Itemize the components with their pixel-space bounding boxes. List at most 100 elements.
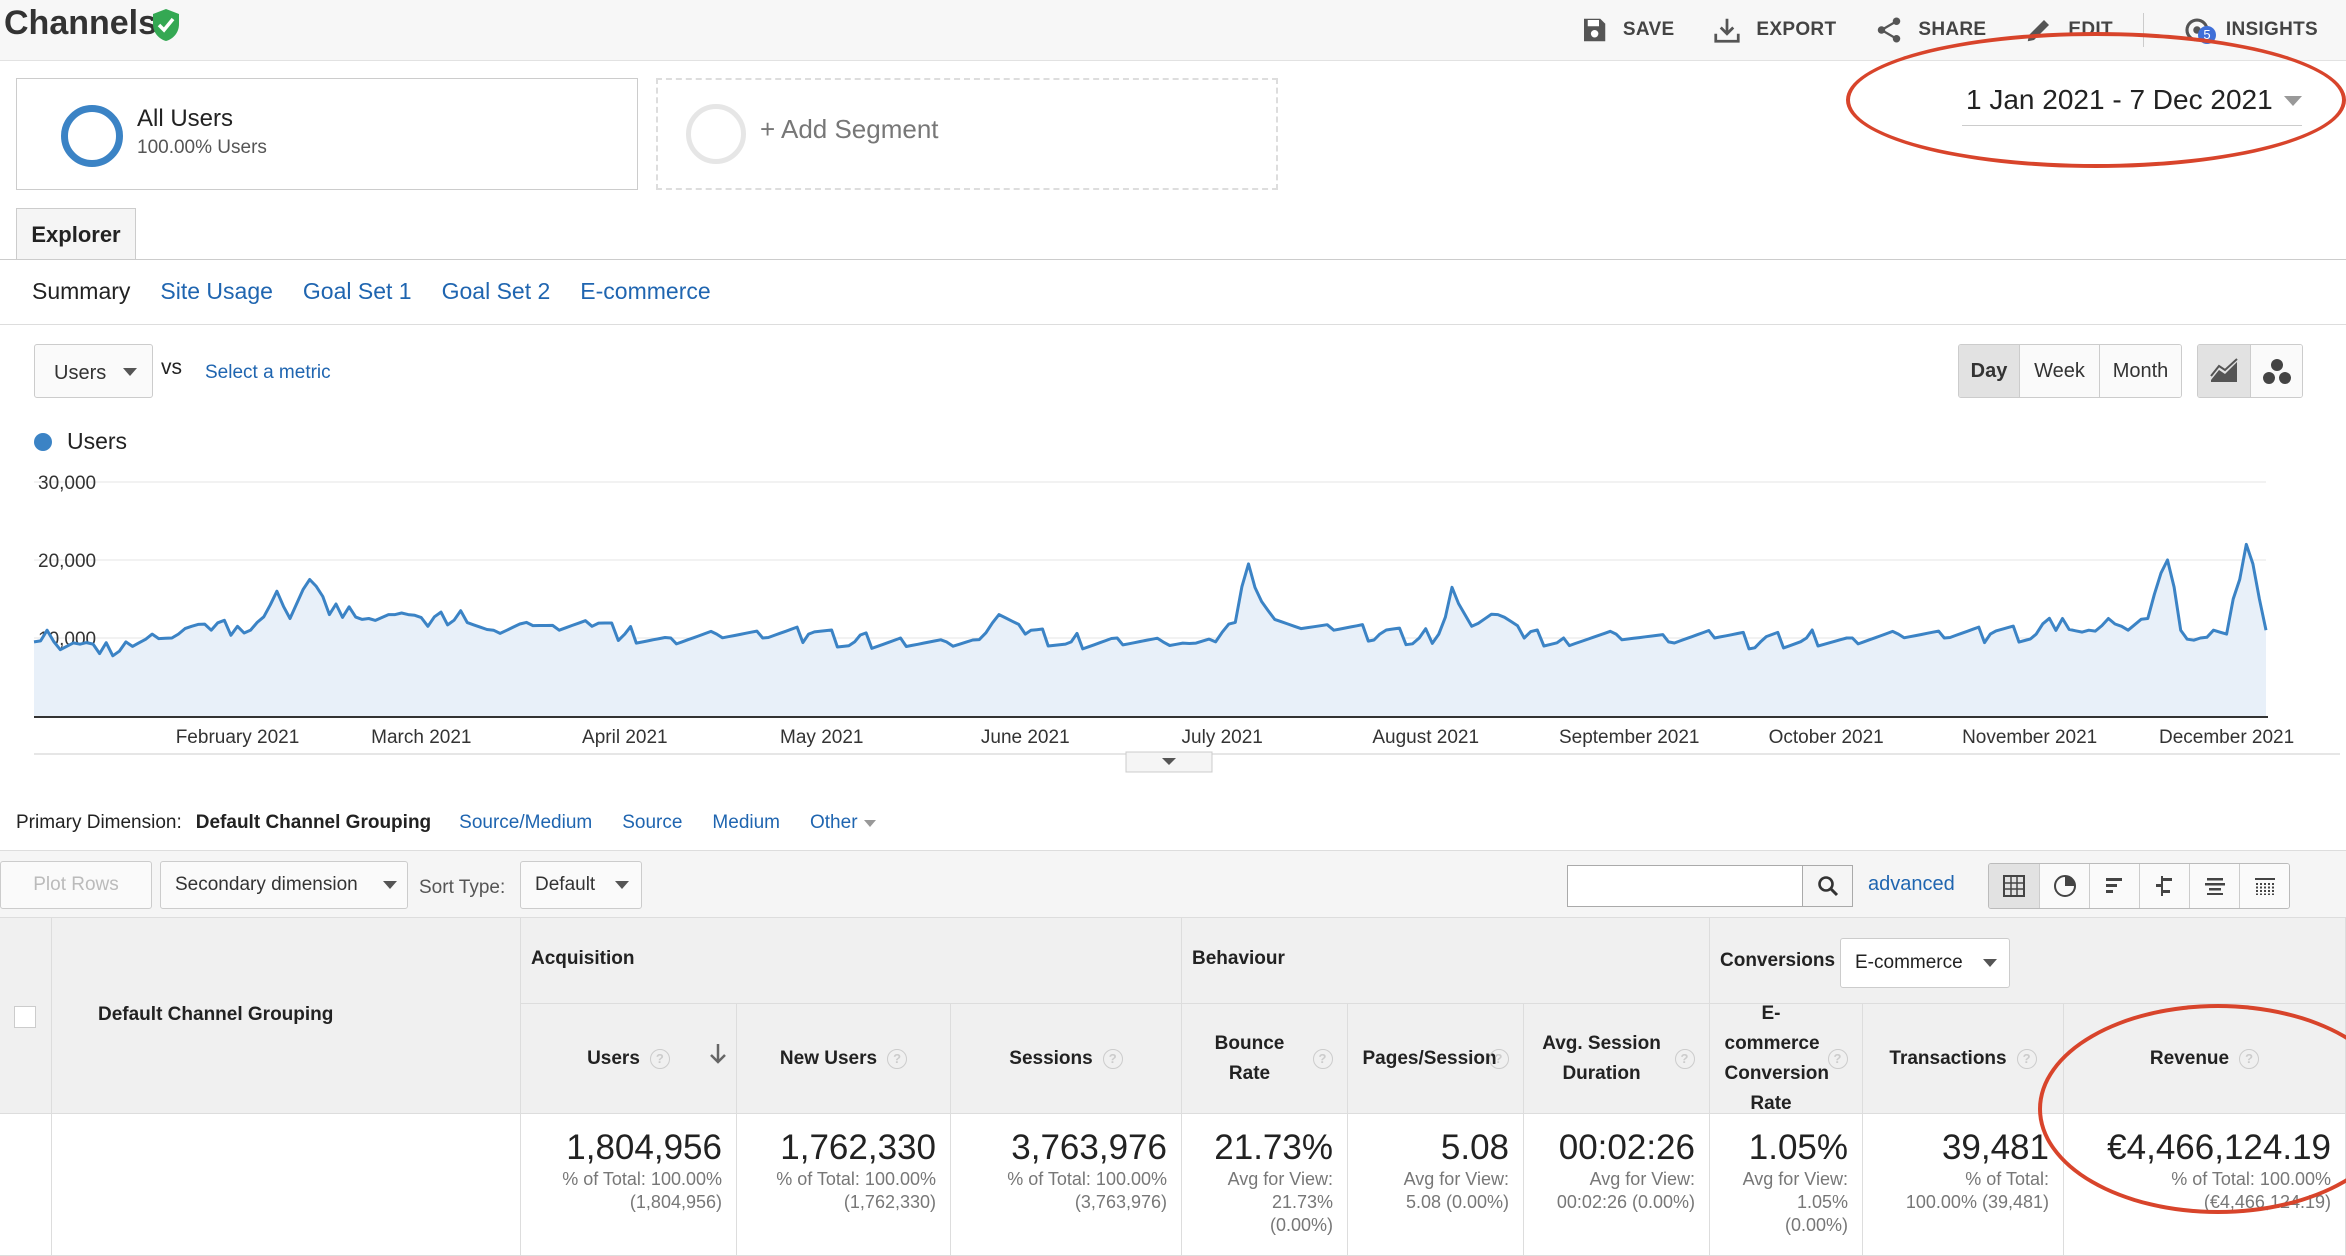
total-subtext: % of Total: 100.00%	[562, 1169, 722, 1189]
insights-label: INSIGHTS	[2225, 19, 2318, 40]
period-day-button[interactable]: Day	[1959, 345, 2019, 397]
secondary-dimension-dropdown[interactable]: Secondary dimension	[160, 861, 408, 909]
total-users: 1,804,956% of Total: 100.00% (1,804,956)	[521, 1114, 737, 1256]
behaviour-group: Behaviour	[1182, 918, 1710, 1004]
dimension-medium-link[interactable]: Medium	[712, 812, 780, 833]
save-icon	[1583, 18, 1606, 42]
total-value: 21.73%	[1214, 1128, 1333, 1167]
motion-chart-mode-button[interactable]	[2250, 345, 2302, 397]
view-term-cloud-button[interactable]	[2189, 864, 2239, 908]
total-revenue: €4,466,124.19% of Total: 100.00% (€4,466,…	[2064, 1114, 2346, 1256]
select-all-cell	[0, 918, 52, 1114]
column-header-label: Users	[587, 1047, 640, 1069]
column-header-users[interactable]: Users?	[521, 1004, 737, 1114]
sort-type-dropdown[interactable]: Default	[520, 861, 642, 909]
y-tick-label: 20,000	[38, 551, 96, 572]
view-comparison-button[interactable]	[2139, 864, 2189, 908]
table-search-input[interactable]	[1567, 865, 1803, 907]
total-subtext: 5.08 (0.00%)	[1405, 1192, 1509, 1212]
dimension-other-dropdown[interactable]: Other	[810, 812, 876, 834]
total-subtext: Avg for View:	[1403, 1169, 1509, 1189]
vs-label: vs	[161, 356, 182, 379]
sort-descending-icon[interactable]	[708, 1042, 728, 1066]
dimension-source-link[interactable]: Source	[622, 812, 683, 833]
advanced-filter-link[interactable]: advanced	[1868, 873, 1955, 895]
column-header-pages-session[interactable]: Pages/Session?	[1348, 1004, 1524, 1114]
search-icon	[1817, 876, 1838, 897]
help-icon[interactable]: ?	[2016, 1048, 2037, 1069]
column-header-revenue[interactable]: Revenue?	[2064, 1004, 2346, 1114]
subtab-goal-set-2[interactable]: Goal Set 2	[441, 278, 551, 304]
metric-dropdown[interactable]: Users	[34, 344, 153, 398]
help-icon[interactable]: ?	[1674, 1048, 1695, 1069]
help-icon[interactable]: ?	[1488, 1048, 1509, 1069]
total-subtext: (0.00%)	[1784, 1215, 1848, 1235]
column-header-label: E-commerce Conversion Rate	[1724, 1002, 1830, 1114]
share-icon	[1878, 17, 1901, 43]
help-icon[interactable]: ?	[887, 1048, 908, 1069]
period-week-button[interactable]: Week	[2019, 345, 2099, 397]
line-chart-mode-button[interactable]	[2198, 345, 2250, 397]
column-header-label: Bounce Rate	[1214, 1032, 1285, 1084]
conversions-group: Conversions E-commerce	[1710, 918, 2346, 1004]
add-segment-button[interactable]: + Add Segment	[656, 78, 1278, 190]
total-subtext: Avg for View:	[1227, 1169, 1333, 1189]
export-button[interactable]: EXPORT	[1712, 10, 1836, 50]
table-view-toggle	[1988, 863, 2290, 909]
total-value: 1,762,330	[780, 1128, 936, 1167]
select-all-checkbox[interactable]	[14, 1006, 36, 1028]
view-pivot-button[interactable]	[2239, 864, 2289, 908]
conversions-goal-dropdown[interactable]: E-commerce	[1840, 938, 2010, 988]
table-search-button[interactable]	[1803, 865, 1853, 907]
view-data-button[interactable]	[1989, 864, 2039, 908]
total-subtext: 1.05%	[1796, 1192, 1848, 1212]
view-performance-button[interactable]	[2089, 864, 2139, 908]
explorer-subtabs: Summary Site Usage Goal Set 1 Goal Set 2…	[32, 278, 741, 305]
select-metric-link[interactable]: Select a metric	[205, 362, 331, 383]
share-button[interactable]: SHARE	[1874, 10, 1986, 50]
subtab-goal-set-1[interactable]: Goal Set 1	[302, 278, 412, 304]
column-header-ecommerce-conversion-rate[interactable]: E-commerce Conversion Rate?	[1710, 1003, 1863, 1114]
date-range-label: 1 Jan 2021 - 7 Dec 2021	[1966, 84, 2273, 115]
column-header-content: Pages/Session?	[1363, 1044, 1509, 1074]
total-subtext: % of Total: 100.00%	[1007, 1169, 1167, 1189]
plot-rows-button[interactable]: Plot Rows	[0, 861, 152, 909]
segment-all-users[interactable]: All Users 100.00% Users	[16, 78, 638, 190]
total-value: €4,466,124.19	[2107, 1128, 2331, 1167]
chevron-down-icon	[1162, 758, 1176, 765]
legend-users-label: Users	[67, 428, 128, 454]
dimension-source-medium-link[interactable]: Source/Medium	[459, 812, 593, 833]
subtab-site-usage[interactable]: Site Usage	[160, 278, 273, 304]
help-icon[interactable]: ?	[2239, 1048, 2260, 1069]
dimension-header-cell[interactable]: Default Channel Grouping	[52, 918, 521, 1114]
column-header-new-users[interactable]: New Users?	[737, 1004, 951, 1114]
period-toggle: Day Week Month	[1958, 344, 2182, 398]
tab-explorer[interactable]: Explorer	[16, 208, 136, 260]
column-header-sessions[interactable]: Sessions?	[951, 1004, 1182, 1114]
view-percentage-button[interactable]	[2039, 864, 2089, 908]
column-header-avg-session-duration[interactable]: Avg. Session Duration?	[1524, 1004, 1710, 1114]
column-header-bounce-rate[interactable]: Bounce Rate?	[1182, 1004, 1348, 1114]
behaviour-group-label: Behaviour	[1192, 948, 1285, 969]
period-month-button[interactable]: Month	[2099, 345, 2181, 397]
bubbles-icon	[2262, 359, 2291, 384]
verified-shield-icon	[153, 9, 179, 41]
report-header: Channels SAVE EXPORT SHARE EDIT INSIGHTS…	[0, 0, 2346, 61]
subtab-summary[interactable]: Summary	[32, 278, 131, 304]
subtab-e-commerce[interactable]: E-commerce	[580, 278, 711, 304]
total-subtext: % of Total: 100.00%	[2171, 1169, 2331, 1189]
sort-type-value: Default	[535, 874, 596, 895]
save-button[interactable]: SAVE	[1579, 10, 1675, 50]
x-tick-label: March 2021	[371, 727, 471, 748]
edit-button[interactable]: EDIT	[2024, 10, 2113, 50]
help-icon[interactable]: ?	[649, 1048, 670, 1069]
column-header-transactions[interactable]: Transactions?	[1863, 1004, 2064, 1114]
save-label: SAVE	[1622, 19, 1675, 40]
column-header-content: Transactions?	[1889, 1044, 2037, 1074]
help-icon[interactable]: ?	[1827, 1048, 1848, 1069]
date-range-picker[interactable]: 1 Jan 2021 - 7 Dec 2021	[1962, 80, 2302, 126]
help-icon[interactable]: ?	[1312, 1048, 1333, 1069]
help-icon[interactable]: ?	[1102, 1048, 1123, 1069]
add-segment-label: + Add Segment	[760, 114, 939, 144]
pie-chart-icon	[2053, 875, 2076, 897]
